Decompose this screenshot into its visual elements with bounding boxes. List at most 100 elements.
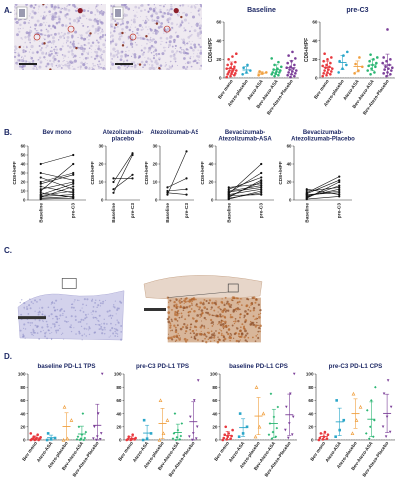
data-point [354, 418, 359, 422]
data-point [227, 192, 230, 195]
data-point [191, 438, 194, 442]
paired-line [228, 179, 262, 198]
y-tick-label: 0 [311, 438, 314, 443]
data-point [365, 409, 369, 412]
data-point [194, 437, 198, 440]
data-point [388, 430, 392, 434]
x-tick-label: pre-C3 [337, 203, 343, 219]
data-point [279, 69, 282, 72]
data-point [142, 418, 146, 422]
data-point [323, 52, 326, 56]
data-point [72, 153, 75, 157]
data-point [141, 438, 145, 442]
data-point [245, 425, 249, 429]
data-point [338, 186, 341, 189]
y-tick-label: 40 [209, 162, 214, 167]
data-point [260, 182, 263, 185]
data-point [112, 188, 115, 191]
x-tick-label: Baseline [304, 203, 310, 223]
data-point [221, 438, 225, 442]
data-point [288, 422, 291, 425]
data-point [329, 61, 332, 65]
data-point [290, 59, 293, 63]
y-tick-label: 30 [153, 144, 158, 149]
y-tick-label: 20 [287, 180, 292, 185]
y-tick-label: 10 [153, 180, 158, 185]
data-point [338, 184, 341, 187]
paired-line [167, 178, 187, 188]
data-point [39, 176, 42, 179]
y-tick-label: 0 [119, 438, 122, 443]
data-point [272, 68, 275, 71]
data-point [288, 68, 291, 71]
data-point [273, 63, 276, 67]
y-tick-label: 60 [308, 398, 314, 403]
data-point [188, 435, 191, 438]
data-point [334, 435, 337, 438]
data-point [342, 418, 346, 422]
data-point [45, 438, 49, 442]
data-point [291, 70, 294, 73]
data-point [280, 65, 283, 69]
data-point [330, 70, 333, 73]
data-point [357, 69, 360, 72]
data-point [174, 438, 178, 442]
data-point [185, 188, 188, 191]
data-point [231, 55, 234, 58]
paired-line [228, 188, 262, 195]
y-tick-label: 60 [116, 398, 122, 403]
paired-line [40, 174, 74, 185]
y-tick-label: 60 [21, 144, 26, 149]
data-point [325, 63, 328, 67]
data-point [76, 435, 80, 438]
data-point [261, 72, 264, 75]
data-point [385, 59, 388, 63]
data-point [39, 182, 42, 185]
panel-letter-c: C. [4, 246, 12, 255]
data-point [72, 179, 75, 182]
data-point [53, 436, 57, 440]
data-point [225, 438, 229, 441]
data-point [227, 188, 230, 191]
data-point [337, 71, 340, 74]
chart-title: baseline PD-L1 CPS [229, 363, 288, 370]
y-axis-label: CD8+/HPF [144, 161, 150, 184]
data-point [319, 432, 323, 435]
data-point [342, 54, 345, 57]
chart-title: Bevacizumab- [225, 130, 265, 136]
data-point [326, 71, 329, 74]
data-point [322, 59, 325, 63]
data-point [258, 70, 261, 73]
paired-line [228, 177, 262, 190]
data-point [39, 195, 42, 198]
data-point [384, 435, 388, 438]
data-point [270, 57, 273, 60]
y-tick-label: 0 [23, 198, 26, 203]
y-tick-label: 60 [216, 20, 222, 25]
paired-line [228, 187, 262, 193]
data-point [185, 177, 188, 180]
data-point [260, 171, 263, 175]
y-tick-label: 0 [289, 198, 292, 203]
data-point [338, 188, 341, 191]
data-point [345, 63, 348, 67]
y-tick-label: 20 [216, 57, 222, 62]
paired-line [40, 177, 74, 190]
chart-title: placebo [112, 137, 135, 143]
data-point [260, 162, 263, 166]
paired-line [167, 188, 187, 192]
paired-line [40, 194, 74, 197]
data-point [290, 72, 293, 76]
data-point [295, 69, 298, 72]
y-axis-label: CD8+/HPF [278, 161, 284, 184]
data-point [335, 399, 338, 402]
data-point [227, 186, 230, 189]
data-point [322, 435, 326, 438]
data-point [374, 65, 377, 69]
data-point [346, 50, 349, 54]
data-point [338, 428, 341, 432]
data-point [224, 425, 228, 429]
y-tick-label: 100 [210, 372, 218, 377]
